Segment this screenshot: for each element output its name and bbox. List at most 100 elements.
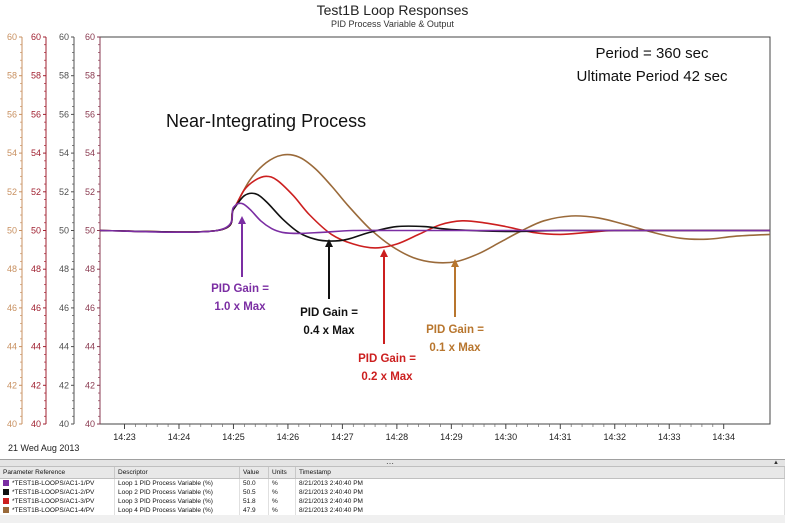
x-tick-label: 14:34 [712, 432, 735, 442]
parameter-reference-cell: *TEST1B-LOOPS/AC1-1/PV [0, 478, 115, 488]
series-line-loop-3 [99, 175, 770, 249]
annotation-text: Period = 360 sec [596, 45, 709, 62]
y-tick-label: 44 [59, 342, 69, 352]
annotation-text: PID Gain = [300, 307, 358, 319]
y-tick-label: 56 [59, 109, 69, 119]
annotation-text: PID Gain = [211, 283, 269, 295]
timestamp-cell: 8/21/2013 2:40:40 PM [295, 497, 785, 506]
descriptor-cell: Loop 3 PID Process Variable (%) [114, 497, 240, 506]
y-tick-label: 52 [59, 187, 69, 197]
value-cell-text: 50.5 [243, 489, 256, 496]
y-tick-label: 46 [31, 303, 41, 313]
y-tick-label: 50 [7, 226, 17, 236]
y-tick-label: 44 [31, 342, 41, 352]
y-tick-label: 40 [31, 419, 41, 429]
x-tick-label: 14:33 [658, 432, 681, 442]
value-cell: 47.9 [239, 506, 269, 515]
value-cell: 50.0 [239, 478, 269, 488]
annotation-text: 0.4 x Max [303, 325, 355, 337]
header-units[interactable]: Units [268, 467, 296, 479]
units-cell: % [268, 488, 296, 497]
y-tick-label: 40 [85, 419, 95, 429]
units-cell-text: % [272, 489, 278, 496]
table-row[interactable]: *TEST1B-LOOPS/AC1-1/PV Loop 1 PID Process… [0, 478, 785, 488]
chart-area: 40 42 44 46 48 50 52 54 56 58 60 40 42 44 46 48 50 52 54 56… [7, 32, 771, 442]
value-cell-text: 51.8 [243, 498, 256, 505]
y-tick-label: 58 [31, 71, 41, 81]
annotation-text: 0.1 x Max [429, 342, 481, 354]
x-tick-label: 14:25 [222, 432, 245, 442]
annotation-text: 1.0 x Max [214, 301, 266, 313]
annotation-text: Near-Integrating Process [166, 111, 366, 131]
descriptor-cell-text: Loop 1 PID Process Variable (%) [118, 480, 213, 487]
header-descriptor[interactable]: Descriptor [114, 467, 240, 479]
y-tick-label: 52 [7, 187, 17, 197]
parameter-reference-cell-text: *TEST1B-LOOPS/AC1-1/PV [12, 480, 95, 487]
y-tick-label: 60 [59, 32, 69, 42]
y-tick-label: 40 [7, 419, 17, 429]
y-tick-label: 46 [59, 303, 69, 313]
y-tick-label: 54 [7, 148, 17, 158]
y-tick-label: 60 [85, 32, 95, 42]
y-tick-label: 42 [31, 380, 41, 390]
x-tick-label: 14:26 [277, 432, 300, 442]
arrow-gain-01-head [451, 259, 459, 267]
x-tick-label: 14:32 [603, 432, 626, 442]
table-row[interactable]: *TEST1B-LOOPS/AC1-3/PV Loop 3 PID Process… [0, 497, 785, 506]
annotation-text: Ultimate Period 42 sec [577, 68, 728, 85]
x-tick-label: 14:30 [495, 432, 518, 442]
descriptor-cell-text: Loop 2 PID Process Variable (%) [118, 489, 213, 496]
y-tick-label: 54 [85, 148, 95, 158]
y-tick-label: 58 [7, 71, 17, 81]
units-cell-text: % [272, 498, 278, 505]
descriptor-cell: Loop 2 PID Process Variable (%) [114, 488, 240, 497]
units-cell: % [268, 497, 296, 506]
header-timestamp[interactable]: Timestamp [295, 467, 785, 479]
y-tick-label: 58 [85, 71, 95, 81]
units-cell-text: % [272, 507, 278, 514]
y-tick-label: 54 [59, 148, 69, 158]
table-row[interactable]: *TEST1B-LOOPS/AC1-4/PV Loop 4 PID Process… [0, 506, 785, 515]
y-tick-label: 40 [59, 419, 69, 429]
arrow-gain-04-head [325, 239, 333, 247]
annotation-text: PID Gain = [426, 324, 484, 336]
chart-title: Test1B Loop Responses [316, 2, 469, 18]
timestamp-cell-text: 8/21/2013 2:40:40 PM [299, 489, 363, 496]
parameter-reference-cell: *TEST1B-LOOPS/AC1-3/PV [0, 497, 115, 506]
y-tick-label: 42 [59, 380, 69, 390]
y-tick-label: 46 [85, 303, 95, 313]
timestamp-cell-text: 8/21/2013 2:40:40 PM [299, 480, 363, 487]
series-color-swatch [3, 507, 9, 514]
x-tick-label: 14:31 [549, 432, 572, 442]
timestamp-cell: 8/21/2013 2:40:40 PM [295, 506, 785, 515]
x-tick-label: 14:23 [113, 432, 136, 442]
y-tick-label: 56 [7, 109, 17, 119]
y-tick-label: 56 [31, 109, 41, 119]
parameter-reference-cell-text: *TEST1B-LOOPS/AC1-2/PV [12, 489, 95, 496]
arrow-gain-1-head [238, 216, 246, 224]
units-cell-text: % [272, 480, 278, 487]
header-parameter-reference[interactable]: Parameter Reference [0, 467, 115, 479]
y-tick-label: 48 [7, 264, 17, 274]
parameter-reference-cell-text: *TEST1B-LOOPS/AC1-3/PV [12, 498, 95, 505]
table-row[interactable]: *TEST1B-LOOPS/AC1-2/PV Loop 2 PID Process… [0, 488, 785, 497]
date-label: 21 Wed Aug 2013 [8, 443, 80, 453]
y-tick-label: 42 [85, 380, 95, 390]
parameter-reference-cell-text: *TEST1B-LOOPS/AC1-4/PV [12, 507, 95, 514]
descriptor-cell-text: Loop 3 PID Process Variable (%) [118, 498, 213, 505]
parameter-panel: ⋯ ▲ Parameter Reference Descriptor Value… [0, 459, 785, 523]
grip-icon: ⋯ [386, 459, 394, 468]
value-cell: 51.8 [239, 497, 269, 506]
scroll-up-icon[interactable]: ▲ [773, 460, 779, 466]
y-tick-label: 60 [7, 32, 17, 42]
y-tick-label: 50 [85, 226, 95, 236]
y-tick-label: 44 [7, 342, 17, 352]
y-tick-label: 48 [85, 264, 95, 274]
y-tick-label: 50 [59, 226, 69, 236]
panel-splitter[interactable]: ⋯ ▲ [0, 459, 785, 468]
descriptor-cell: Loop 1 PID Process Variable (%) [114, 478, 240, 488]
value-cell: 50.5 [239, 488, 269, 497]
series-color-swatch [3, 489, 9, 496]
descriptor-cell-text: Loop 4 PID Process Variable (%) [118, 507, 213, 514]
header-value[interactable]: Value [239, 467, 269, 479]
